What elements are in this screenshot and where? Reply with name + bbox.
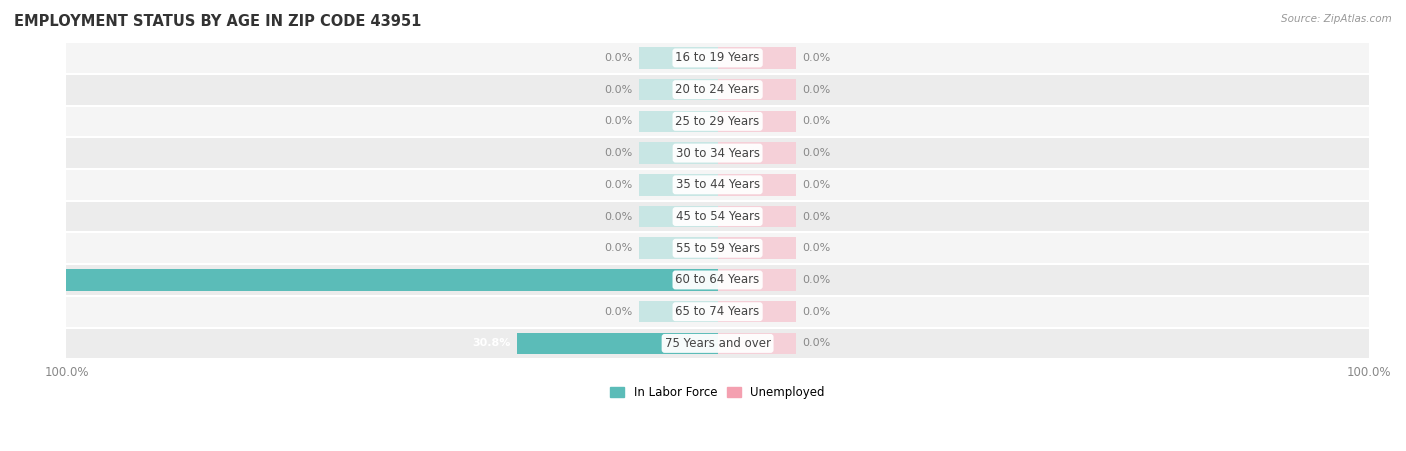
Text: 0.0%: 0.0% <box>803 338 831 349</box>
Bar <box>517 333 717 354</box>
Bar <box>717 174 796 196</box>
Bar <box>717 269 796 291</box>
Text: 35 to 44 Years: 35 to 44 Years <box>675 178 759 191</box>
Text: 0.0%: 0.0% <box>605 212 633 221</box>
Bar <box>640 206 717 227</box>
Text: 0.0%: 0.0% <box>605 53 633 63</box>
Bar <box>66 74 1369 106</box>
Text: 60 to 64 Years: 60 to 64 Years <box>675 273 759 286</box>
Bar <box>640 47 717 69</box>
Bar <box>640 269 717 291</box>
Bar <box>640 110 717 132</box>
Bar <box>66 42 1369 74</box>
Text: 0.0%: 0.0% <box>605 116 633 126</box>
Bar <box>66 296 1369 327</box>
Bar <box>640 238 717 259</box>
Bar <box>66 106 1369 137</box>
Bar <box>66 269 717 291</box>
Bar <box>717 206 796 227</box>
Bar <box>717 301 796 322</box>
Text: 30 to 34 Years: 30 to 34 Years <box>676 147 759 160</box>
Text: 0.0%: 0.0% <box>605 148 633 158</box>
Text: 0.0%: 0.0% <box>803 85 831 95</box>
Bar <box>640 174 717 196</box>
Bar <box>717 238 796 259</box>
Bar <box>66 169 1369 201</box>
Text: 0.0%: 0.0% <box>605 180 633 190</box>
Text: 55 to 59 Years: 55 to 59 Years <box>676 242 759 255</box>
Bar <box>717 110 796 132</box>
Text: 0.0%: 0.0% <box>803 243 831 253</box>
Legend: In Labor Force, Unemployed: In Labor Force, Unemployed <box>606 382 830 404</box>
Bar <box>66 201 1369 232</box>
Text: 0.0%: 0.0% <box>605 85 633 95</box>
Text: 25 to 29 Years: 25 to 29 Years <box>675 115 759 128</box>
Text: 65 to 74 Years: 65 to 74 Years <box>675 305 759 318</box>
Bar <box>66 137 1369 169</box>
Text: 0.0%: 0.0% <box>803 53 831 63</box>
Text: 30.8%: 30.8% <box>472 338 510 349</box>
Text: EMPLOYMENT STATUS BY AGE IN ZIP CODE 43951: EMPLOYMENT STATUS BY AGE IN ZIP CODE 439… <box>14 14 422 28</box>
Bar <box>640 333 717 354</box>
Text: 75 Years and over: 75 Years and over <box>665 337 770 350</box>
Text: 20 to 24 Years: 20 to 24 Years <box>675 83 759 96</box>
Text: 0.0%: 0.0% <box>803 116 831 126</box>
Bar <box>640 79 717 101</box>
Text: 0.0%: 0.0% <box>803 212 831 221</box>
Bar <box>66 327 1369 359</box>
Text: 0.0%: 0.0% <box>803 275 831 285</box>
Text: 0.0%: 0.0% <box>803 148 831 158</box>
Text: 16 to 19 Years: 16 to 19 Years <box>675 51 759 64</box>
Bar <box>717 333 796 354</box>
Text: 100.0%: 100.0% <box>14 275 60 285</box>
Text: Source: ZipAtlas.com: Source: ZipAtlas.com <box>1281 14 1392 23</box>
Text: 0.0%: 0.0% <box>803 180 831 190</box>
Bar <box>717 143 796 164</box>
Text: 0.0%: 0.0% <box>605 307 633 317</box>
Text: 0.0%: 0.0% <box>803 307 831 317</box>
Bar <box>717 79 796 101</box>
Bar <box>640 143 717 164</box>
Bar <box>717 47 796 69</box>
Bar <box>640 301 717 322</box>
Text: 0.0%: 0.0% <box>605 243 633 253</box>
Text: 45 to 54 Years: 45 to 54 Years <box>675 210 759 223</box>
Bar <box>66 232 1369 264</box>
Bar <box>66 264 1369 296</box>
